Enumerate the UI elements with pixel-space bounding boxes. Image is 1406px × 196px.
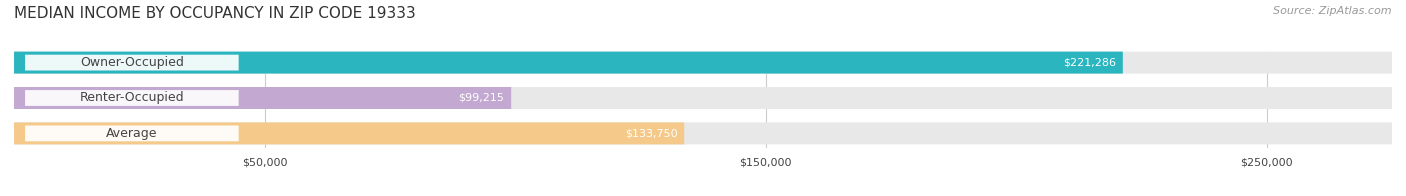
FancyBboxPatch shape — [14, 87, 512, 109]
FancyBboxPatch shape — [25, 125, 239, 141]
FancyBboxPatch shape — [14, 122, 685, 144]
FancyBboxPatch shape — [14, 52, 1123, 74]
Text: $133,750: $133,750 — [624, 128, 678, 138]
Text: MEDIAN INCOME BY OCCUPANCY IN ZIP CODE 19333: MEDIAN INCOME BY OCCUPANCY IN ZIP CODE 1… — [14, 6, 416, 21]
FancyBboxPatch shape — [14, 122, 1392, 144]
Text: Average: Average — [105, 127, 157, 140]
Text: $221,286: $221,286 — [1063, 58, 1116, 68]
FancyBboxPatch shape — [25, 90, 239, 106]
FancyBboxPatch shape — [14, 87, 1392, 109]
FancyBboxPatch shape — [25, 55, 239, 71]
Text: Owner-Occupied: Owner-Occupied — [80, 56, 184, 69]
Text: Source: ZipAtlas.com: Source: ZipAtlas.com — [1274, 6, 1392, 16]
FancyBboxPatch shape — [14, 52, 1392, 74]
Text: Renter-Occupied: Renter-Occupied — [80, 92, 184, 104]
Text: $99,215: $99,215 — [458, 93, 505, 103]
